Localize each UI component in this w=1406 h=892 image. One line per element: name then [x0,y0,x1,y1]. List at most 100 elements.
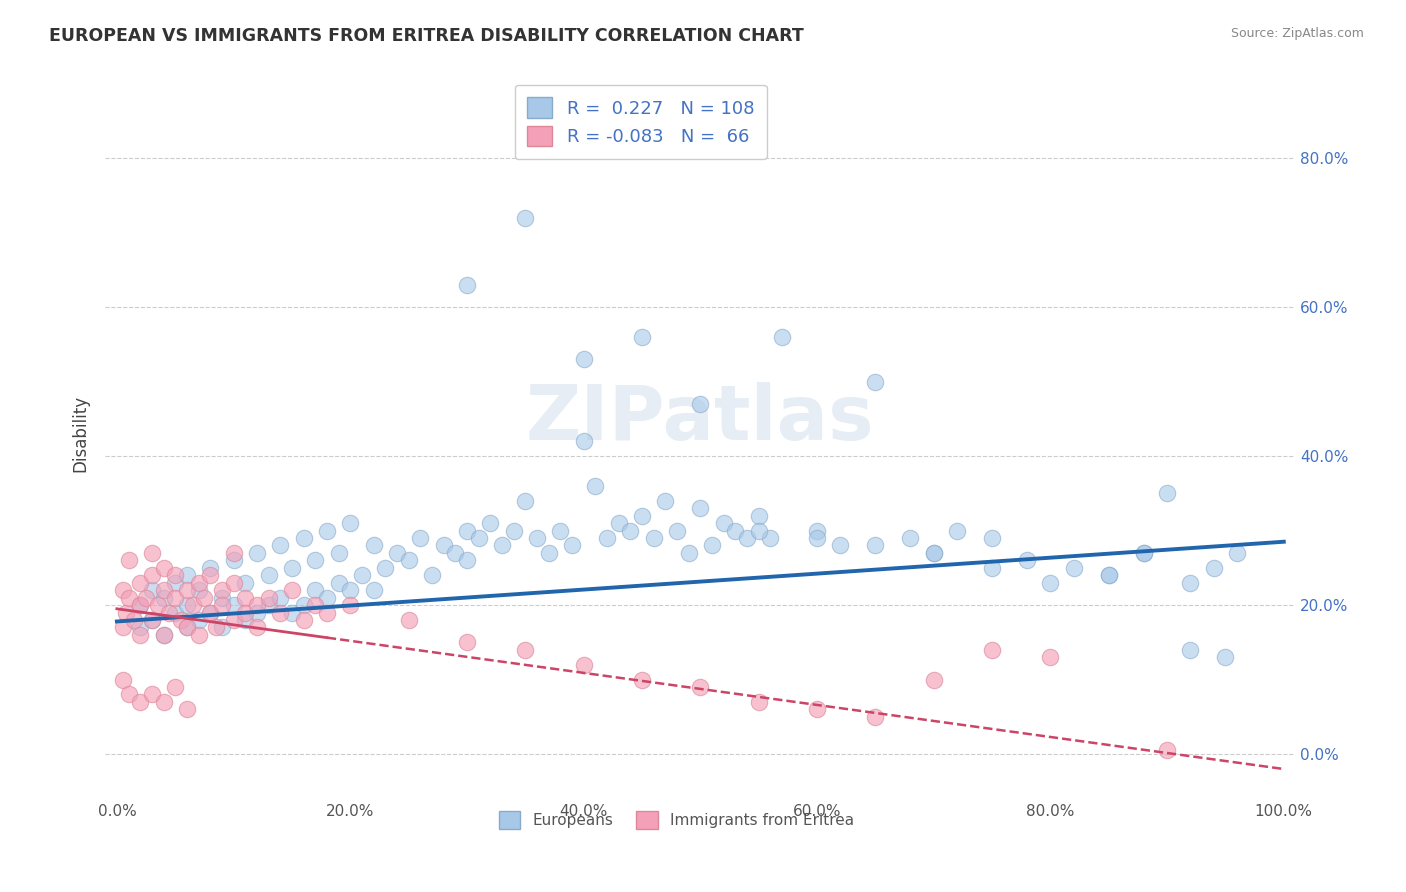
Point [157,606,180,620]
Point [316,591,339,605]
Point [233,606,256,620]
Point [316,606,339,620]
Point [1063,561,1085,575]
Point [269,591,291,605]
Point [363,538,385,552]
Point [211,591,233,605]
Text: ZIPatlas: ZIPatlas [526,382,875,456]
Point [152,561,174,575]
Point [117,553,139,567]
Point [631,673,654,687]
Point [374,561,396,575]
Point [770,330,793,344]
Point [281,561,304,575]
Point [515,211,537,225]
Point [211,620,233,634]
Point [806,524,828,538]
Point [257,568,280,582]
Point [111,620,134,634]
Point [246,606,269,620]
Point [631,330,654,344]
Point [170,613,193,627]
Point [491,538,513,552]
Point [129,575,152,590]
Point [735,531,758,545]
Point [666,524,689,538]
Point [141,546,163,560]
Point [806,531,828,545]
Point [187,613,209,627]
Point [257,598,280,612]
Point [456,635,478,649]
Point [222,598,245,612]
Point [111,583,134,598]
Point [193,591,215,605]
Point [316,524,339,538]
Point [233,575,256,590]
Point [865,538,887,552]
Point [152,695,174,709]
Point [572,434,595,449]
Point [304,598,326,612]
Point [246,598,269,612]
Point [1180,642,1202,657]
Point [981,642,1004,657]
Point [1202,561,1225,575]
Point [1156,486,1178,500]
Point [211,598,233,612]
Point [117,688,139,702]
Point [759,531,782,545]
Point [654,493,676,508]
Point [596,531,619,545]
Point [865,710,887,724]
Point [350,568,373,582]
Point [981,531,1004,545]
Point [619,524,641,538]
Point [211,583,233,598]
Point [200,606,222,620]
Point [572,352,595,367]
Point [165,568,187,582]
Point [129,620,152,634]
Point [292,531,315,545]
Point [328,546,350,560]
Point [467,531,489,545]
Point [1180,575,1202,590]
Point [537,546,560,560]
Point [515,642,537,657]
Point [502,524,524,538]
Point [124,613,146,627]
Point [146,598,169,612]
Point [922,673,945,687]
Point [865,375,887,389]
Point [748,508,770,523]
Point [222,546,245,560]
Point [583,479,606,493]
Point [141,613,163,627]
Point [292,598,315,612]
Point [165,680,187,694]
Point [398,553,420,567]
Point [456,524,478,538]
Point [222,613,245,627]
Point [946,524,969,538]
Point [129,695,152,709]
Point [444,546,467,560]
Point [526,531,548,545]
Point [269,606,291,620]
Point [678,546,700,560]
Point [176,598,198,612]
Point [176,620,198,634]
Point [561,538,583,552]
Point [200,561,222,575]
Point [281,583,304,598]
Point [292,613,315,627]
Point [398,613,420,627]
Point [409,531,432,545]
Point [607,516,630,530]
Point [269,538,291,552]
Point [1098,568,1121,582]
Point [281,606,304,620]
Point [328,575,350,590]
Point [479,516,502,530]
